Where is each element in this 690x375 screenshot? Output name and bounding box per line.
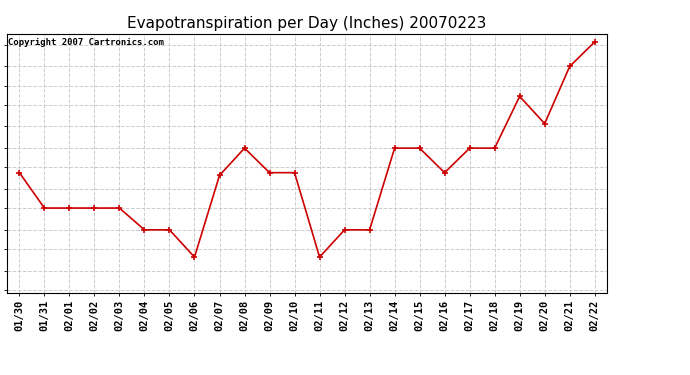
Title: Evapotranspiration per Day (Inches) 20070223: Evapotranspiration per Day (Inches) 2007… — [128, 16, 486, 31]
Text: Copyright 2007 Cartronics.com: Copyright 2007 Cartronics.com — [8, 38, 164, 46]
